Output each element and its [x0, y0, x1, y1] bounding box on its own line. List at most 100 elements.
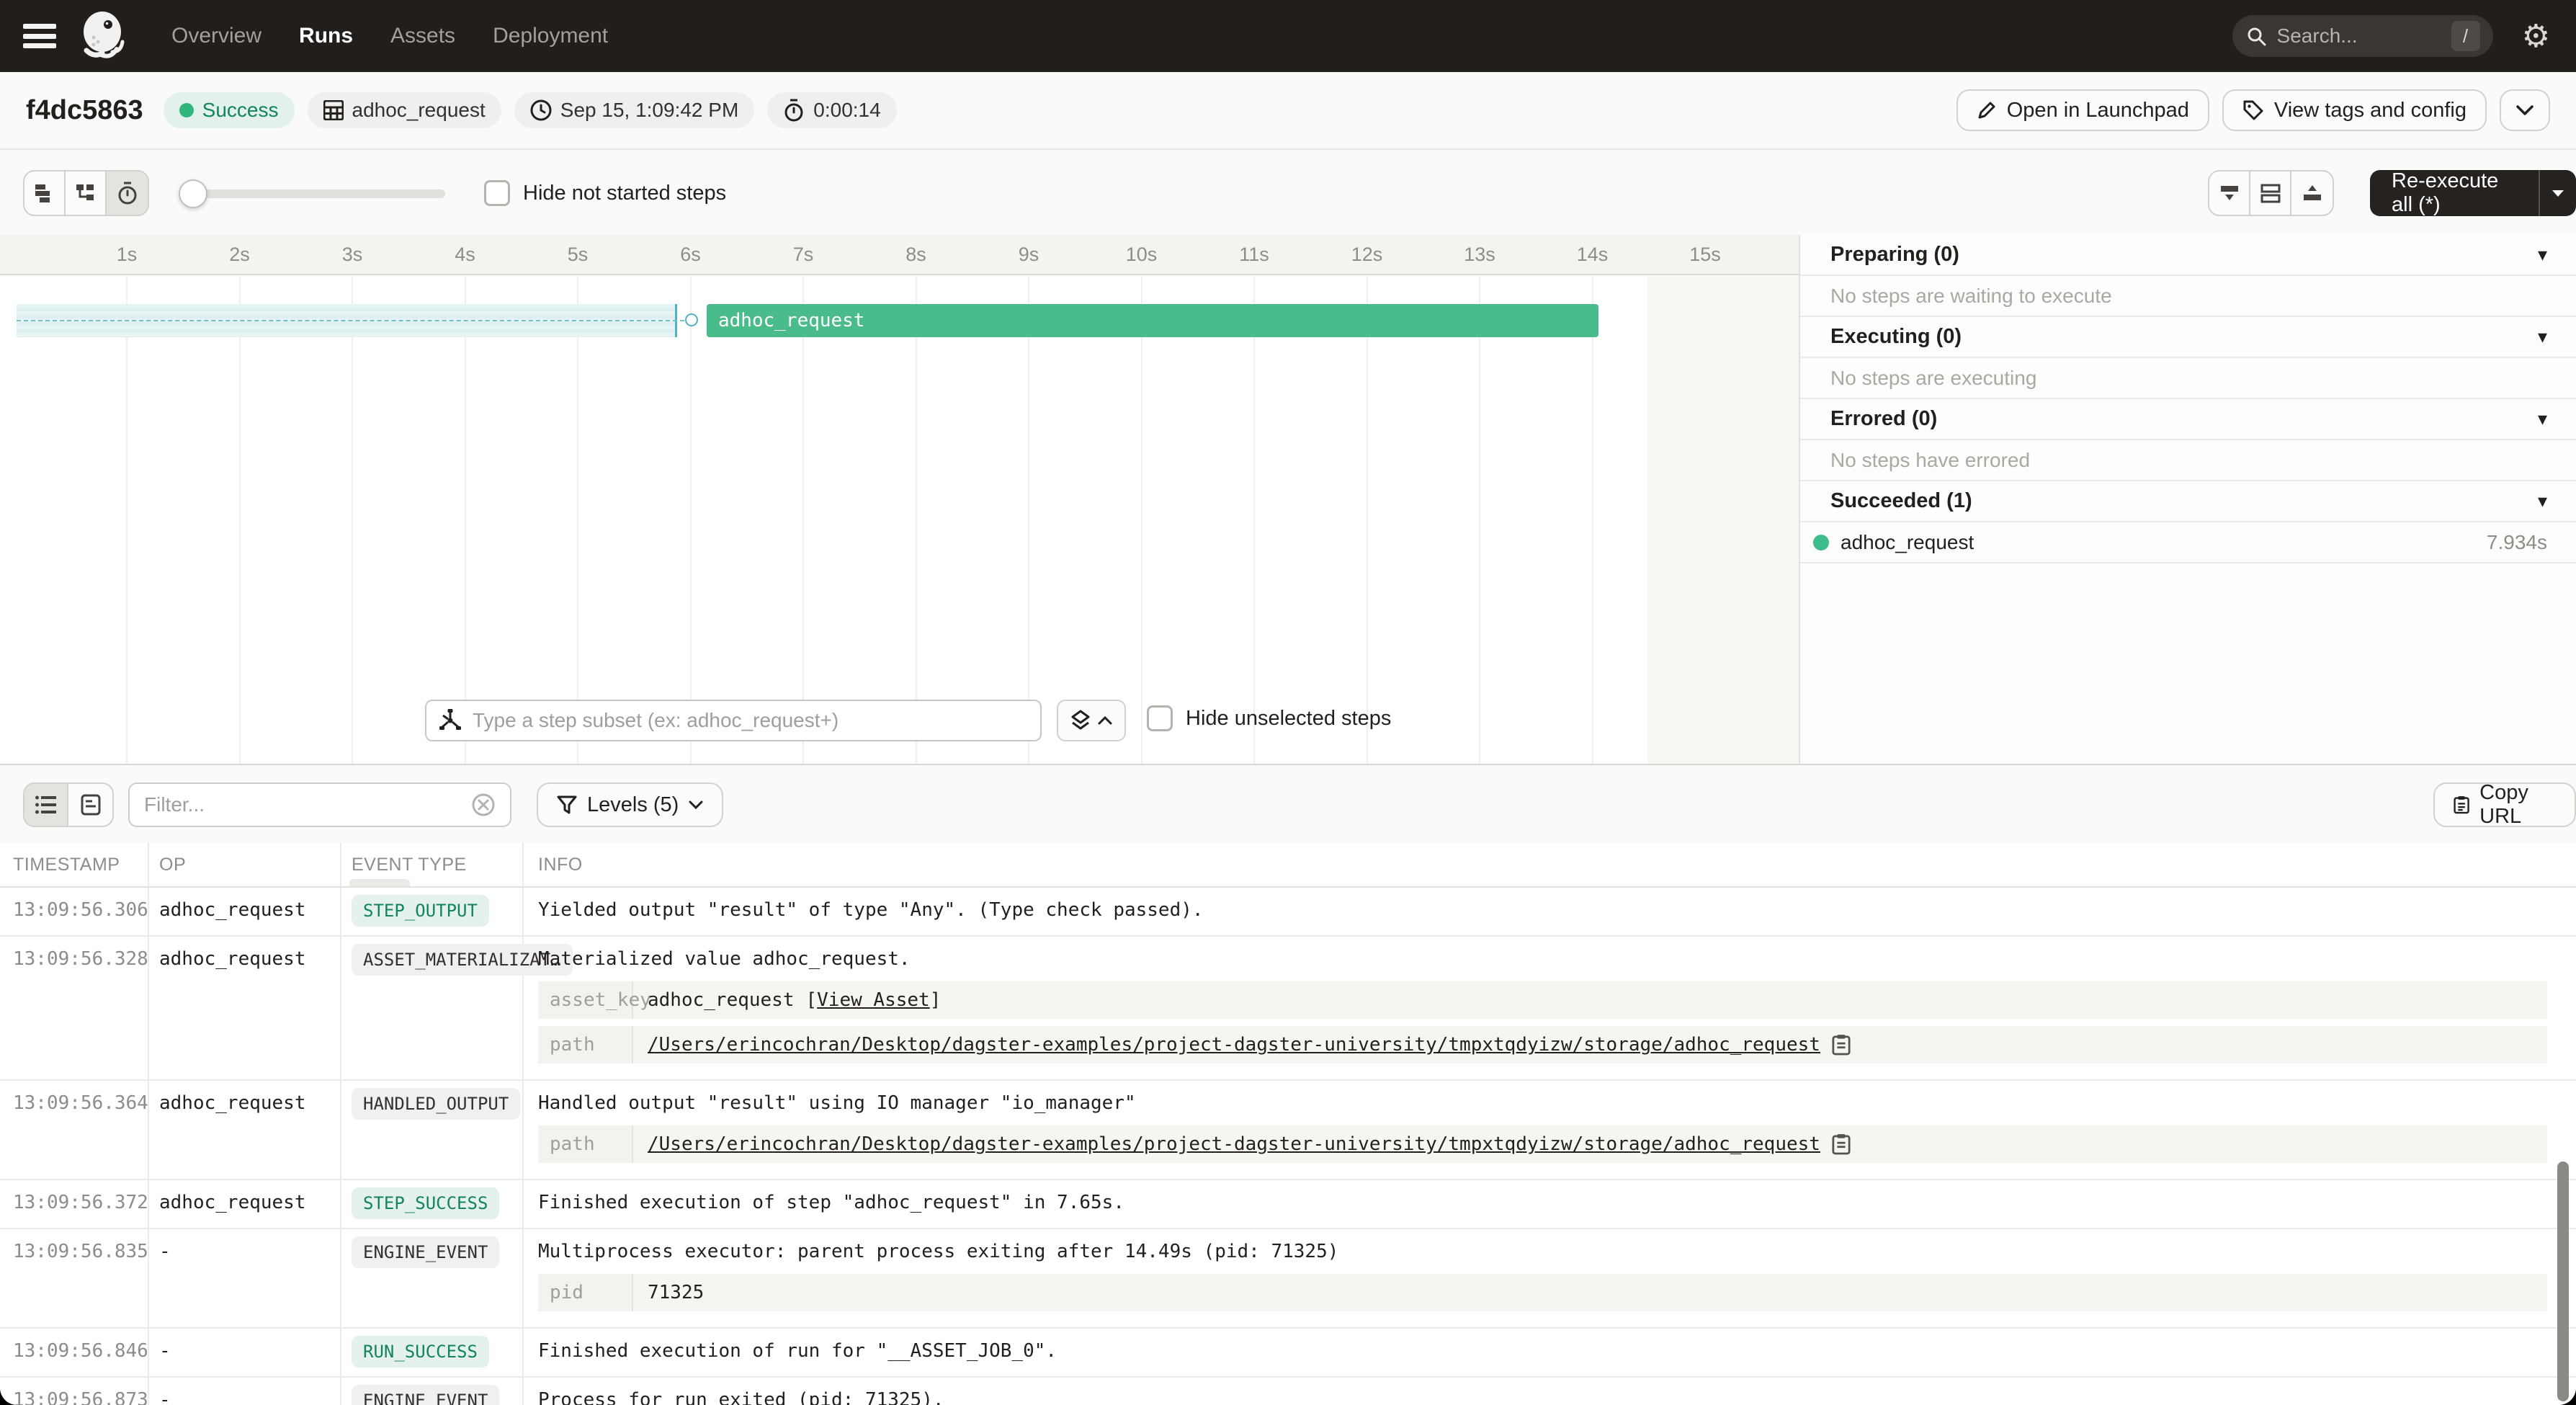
axis-tick-label: 15s — [1689, 244, 1721, 265]
panel-section-header[interactable]: Executing (0) ▾ — [1800, 317, 2576, 358]
axis-tick-label: 12s — [1351, 244, 1383, 265]
col-op: OP — [159, 854, 187, 875]
hide-unselected-checkbox[interactable] — [1147, 705, 1173, 731]
panel-section-header[interactable]: Preparing (0) ▾ — [1800, 235, 2576, 276]
log-row[interactable]: 13:09:56.846- RUN_SUCCESS Finished executi… — [0, 1329, 2576, 1378]
copy-path-icon[interactable] — [1832, 1133, 1851, 1155]
copy-url-button[interactable]: Copy URL — [2433, 781, 2576, 828]
chevron-up-icon — [1098, 716, 1112, 725]
metadata-key: path — [538, 1026, 633, 1063]
search-shortcut-hint: / — [2451, 21, 2480, 51]
apply-subset-button[interactable] — [1057, 700, 1126, 741]
collapse-bottom-panel-button[interactable] — [2209, 171, 2250, 215]
log-info-text: Yielded output "result" of type "Any". (… — [538, 899, 1204, 921]
view-asset-link[interactable]: View Asset — [817, 989, 930, 1011]
step-subset-input[interactable]: Type a step subset (ex: adhoc_request+) — [425, 700, 1042, 741]
gantt-timed-view-button[interactable] — [107, 171, 148, 215]
gear-icon[interactable]: ⚙ — [2521, 17, 2550, 55]
nav-item-deployment[interactable]: Deployment — [493, 24, 609, 48]
log-row[interactable]: 13:09:56.873- ENGINE_EVENT Process for run… — [0, 1378, 2576, 1405]
funnel-icon — [557, 795, 577, 814]
nav-item-overview[interactable]: Overview — [171, 24, 262, 48]
log-row[interactable]: 13:09:56.372 adhoc_request STEP_SUCCESS Fin… — [0, 1180, 2576, 1229]
log-info-text: Multiprocess executor: parent process ex… — [538, 1241, 1339, 1262]
section-collapse-icon[interactable]: ▾ — [2537, 326, 2547, 348]
gantt-waterfall-view-button[interactable] — [66, 171, 107, 215]
step-start-marker-icon — [685, 313, 698, 326]
log-scrollbar-thumb[interactable] — [2557, 1161, 2569, 1401]
copy-path-icon[interactable] — [1832, 1034, 1851, 1056]
nav-item-runs[interactable]: Runs — [299, 24, 354, 48]
section-empty-text: No steps are executing — [1800, 358, 2576, 399]
log-list-view-button[interactable] — [24, 784, 68, 826]
log-row[interactable]: 13:09:56.364 adhoc_request HANDLED_OUTPUT H… — [0, 1081, 2576, 1180]
gantt-chart: 1s 2s 3s 4s 5s 6s 7s 8s 9s 10s 11s 12s 13s 14s 15s adh… — [0, 235, 1799, 764]
path-link[interactable]: /Users/erincochran/Desktop/dagster-examp… — [648, 1133, 1820, 1155]
view-tags-config-button[interactable]: View tags and config — [2222, 89, 2487, 131]
top-nav: Overview Runs Assets Deployment Search..… — [0, 0, 2576, 72]
path-link[interactable]: /Users/erincochran/Desktop/dagster-examp… — [648, 1034, 1820, 1056]
split-panels-button[interactable] — [2250, 171, 2291, 215]
panel-collapse-down-icon — [2220, 186, 2238, 200]
axis-gridline — [1028, 277, 1029, 764]
status-dot-icon — [179, 103, 194, 117]
log-row[interactable]: 13:09:56.306 adhoc_request STEP_OUTPUT Yiel… — [0, 888, 2576, 937]
nav-item-assets[interactable]: Assets — [390, 24, 456, 48]
log-op: adhoc_request — [159, 899, 306, 921]
pencil-icon — [1978, 102, 1995, 119]
gantt-flat-view-button[interactable] — [24, 171, 66, 215]
axis-gridline — [689, 277, 692, 764]
log-info-text: Process for run exited (pid: 71325). — [538, 1389, 944, 1405]
nav-links: Overview Runs Assets Deployment — [171, 24, 608, 48]
log-row[interactable]: 13:09:56.328 adhoc_request ASSET_MATERIALI… — [0, 937, 2576, 1081]
event-type-badge: HANDLED_OUTPUT — [352, 1088, 521, 1120]
log-op: adhoc_request — [159, 1192, 306, 1213]
gantt-plot-area: adhoc_request — [0, 277, 1799, 764]
col-event-type: EVENT TYPE — [352, 854, 467, 875]
section-collapse-icon[interactable]: ▾ — [2537, 244, 2547, 266]
step-bar-adhoc-request[interactable]: adhoc_request — [707, 304, 1598, 337]
hide-not-started-checkbox[interactable] — [484, 180, 510, 206]
list-view-icon — [35, 795, 56, 814]
panel-section-header[interactable]: Errored (0) ▾ — [1800, 399, 2576, 440]
log-row[interactable]: 13:09:56.835- ENGINE_EVENT Multiprocess ex… — [0, 1229, 2576, 1329]
metadata-value: 71325 — [648, 1282, 705, 1303]
open-in-launchpad-button[interactable]: Open in Launchpad — [1956, 89, 2209, 131]
log-table-header: TIMESTAMP OP EVENT TYPE INFO — [0, 843, 2576, 888]
panel-section-header[interactable]: Succeeded (1) ▾ — [1800, 481, 2576, 522]
axis-tick-label: 6s — [680, 244, 701, 265]
panel-layout-group — [2208, 170, 2334, 216]
dagster-logo-icon[interactable] — [76, 9, 131, 63]
step-subset-placeholder: Type a step subset (ex: adhoc_request+) — [473, 709, 839, 731]
search-icon — [2248, 27, 2266, 46]
run-header-more-button[interactable] — [2500, 89, 2550, 131]
reexecute-options-button[interactable] — [2539, 170, 2576, 216]
log-structured-view-button[interactable] — [68, 784, 112, 826]
succeeded-step-row[interactable]: adhoc_request 7.934s — [1800, 522, 2576, 563]
expand-bottom-panel-button[interactable] — [2291, 171, 2333, 215]
metadata-row: path/Users/erincochran/Desktop/dagster-e… — [538, 1125, 2547, 1163]
log-timestamp: 13:09:56.846 — [13, 1340, 148, 1362]
axis-tick-label: 11s — [1239, 244, 1269, 265]
log-op: adhoc_request — [159, 1092, 306, 1114]
reexecute-all-button[interactable]: Re-execute all (*) — [2370, 169, 2576, 216]
log-timestamp: 13:09:56.372 — [13, 1192, 148, 1213]
event-type-badge: ASSET_MATERIALIZAT… — [352, 944, 573, 976]
axis-gridline — [1591, 277, 1593, 764]
log-filter-placeholder: Filter... — [144, 793, 205, 816]
hide-unselected-label: Hide unselected steps — [1186, 706, 1392, 730]
axis-gridline — [464, 277, 466, 764]
axis-tick-label: 9s — [1018, 244, 1039, 265]
layers-icon — [1071, 710, 1090, 730]
section-collapse-icon[interactable]: ▾ — [2537, 490, 2547, 512]
slider-thumb[interactable] — [179, 179, 207, 208]
log-filter-input[interactable]: Filter... — [128, 782, 511, 827]
search-input[interactable]: Search... / — [2232, 15, 2493, 57]
hamburger-menu-icon[interactable] — [23, 24, 56, 48]
clear-filter-icon[interactable] — [471, 793, 496, 817]
job-tag[interactable]: adhoc_request — [307, 92, 501, 128]
gantt-zoom-slider[interactable] — [179, 179, 445, 208]
levels-filter-button[interactable]: Levels (5) — [537, 782, 724, 827]
section-collapse-icon[interactable]: ▾ — [2537, 408, 2547, 430]
